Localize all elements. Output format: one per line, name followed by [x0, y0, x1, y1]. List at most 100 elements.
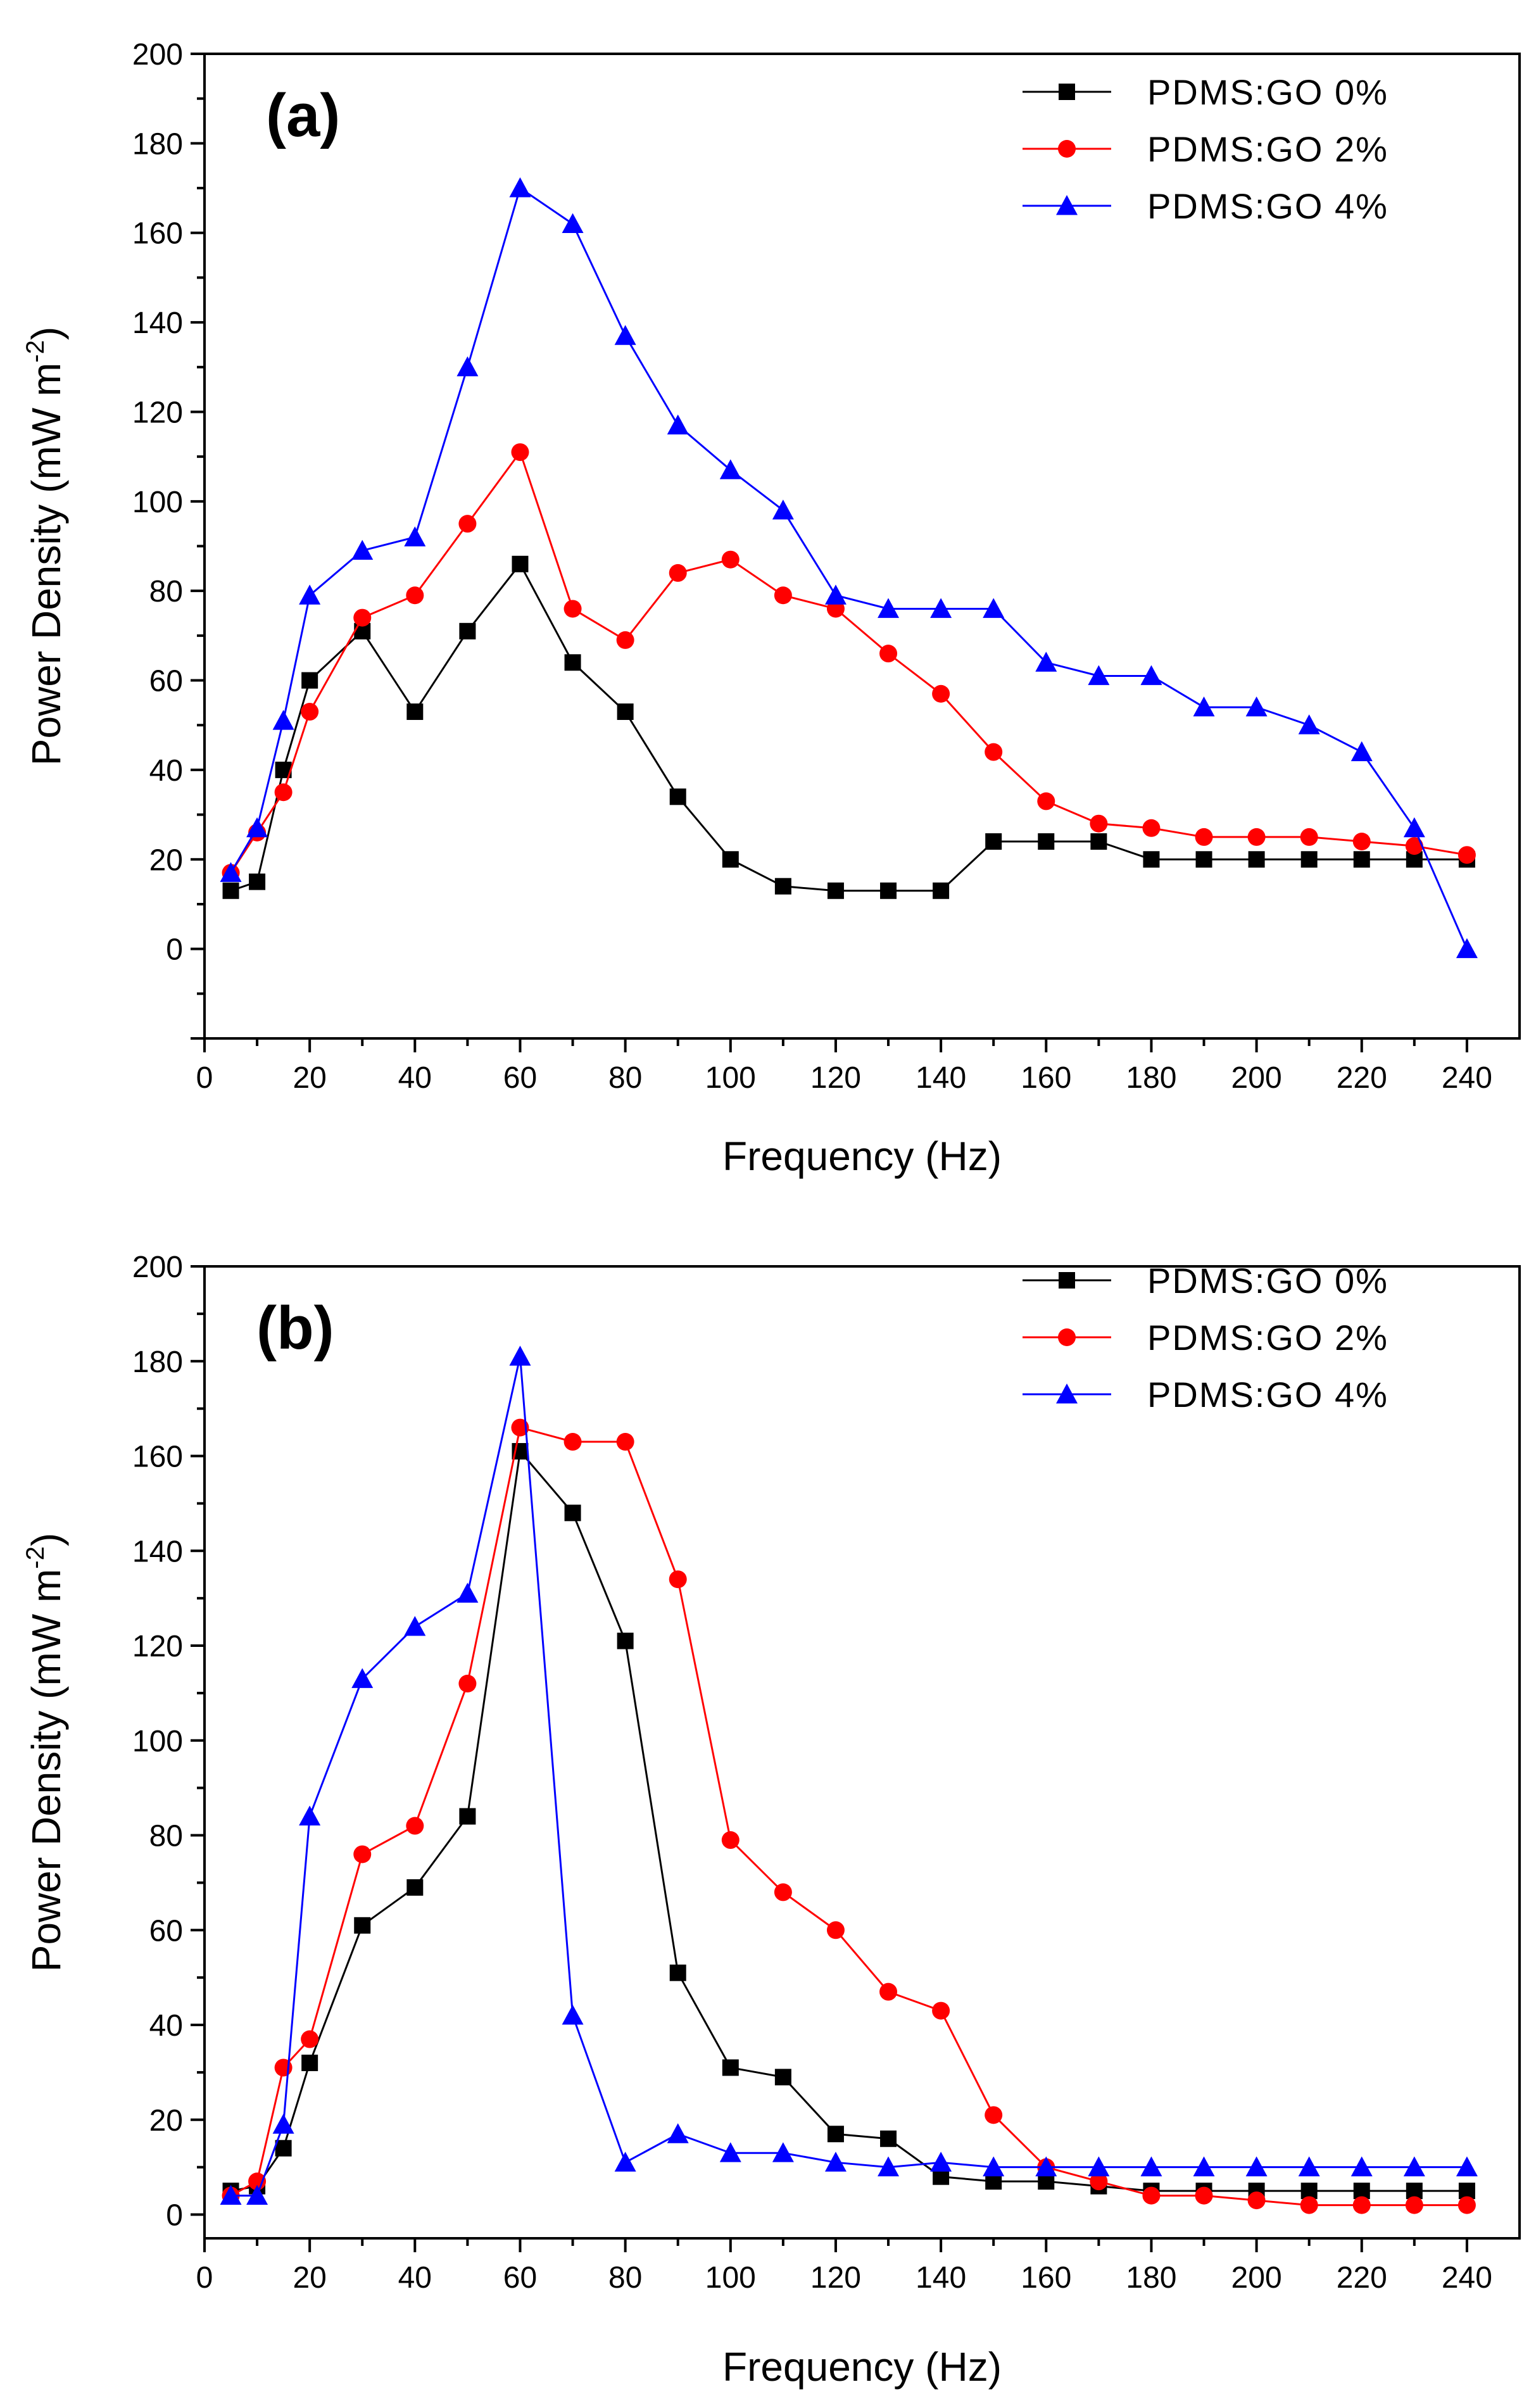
data-point [274, 783, 293, 802]
x-tick-label: 20 [293, 2261, 326, 2295]
data-point [722, 851, 739, 868]
data-point [1140, 665, 1162, 685]
data-point [1300, 828, 1318, 846]
y-tick-label: 60 [149, 1914, 183, 1948]
data-point [669, 564, 687, 582]
data-point [404, 526, 426, 546]
legend-label: PDMS:GO 0% [1147, 72, 1388, 112]
series-1 [222, 1418, 1476, 2214]
data-point [563, 600, 582, 618]
y-axis-title: Power Density (mW m-2) [22, 327, 69, 766]
y-tick-label: 100 [132, 1725, 183, 1758]
data-point [985, 2106, 1003, 2124]
data-point [667, 414, 689, 435]
series-0 [222, 555, 1475, 899]
data-point [1090, 833, 1107, 850]
series-2 [220, 177, 1478, 959]
data-point [509, 1346, 531, 1366]
data-point [351, 539, 374, 560]
data-point [249, 873, 266, 890]
series-line [230, 1449, 1467, 2192]
data-point [301, 703, 319, 721]
data-point [1247, 828, 1266, 846]
data-point [983, 598, 1005, 618]
data-point [983, 2156, 1005, 2177]
series-line [230, 450, 1468, 874]
legend-label: PDMS:GO 2% [1147, 1318, 1388, 1358]
data-point [1090, 814, 1108, 833]
x-tick-label: 220 [1337, 1061, 1387, 1095]
y-axis-title-sup: -2 [22, 340, 49, 363]
data-point [404, 1616, 426, 1636]
x-tick-label: 120 [810, 1061, 861, 1095]
legend-marker [1058, 140, 1076, 158]
data-point [564, 654, 581, 671]
data-point [985, 833, 1002, 850]
data-point [932, 2001, 950, 2020]
data-point [617, 1632, 634, 1649]
x-tick-label: 200 [1231, 1061, 1282, 1095]
data-point [669, 788, 686, 805]
data-point [933, 882, 950, 899]
x-tick-label: 240 [1442, 1061, 1492, 1095]
x-tick-label: 40 [398, 1061, 432, 1095]
data-point [985, 743, 1003, 761]
data-point [1403, 817, 1425, 838]
x-tick-label: 140 [916, 2261, 966, 2295]
data-point [878, 598, 900, 618]
plot-frame [203, 1265, 1521, 2240]
data-point [406, 1817, 424, 1835]
data-point [772, 2142, 794, 2162]
data-point [1352, 833, 1371, 850]
x-tick-label: 40 [398, 2261, 432, 2295]
y-tick-label: 200 [132, 1251, 183, 1284]
x-tick-label: 100 [705, 1061, 756, 1095]
data-point [1352, 2196, 1371, 2214]
legend-label: PDMS:GO 4% [1147, 186, 1388, 226]
y-tick-label: 0 [166, 2199, 183, 2233]
data-point [562, 2005, 584, 2025]
panel-label: (b) [256, 1294, 334, 1362]
data-point [301, 2054, 318, 2071]
data-point [1247, 2191, 1266, 2210]
data-point [824, 2152, 847, 2172]
data-point [456, 356, 479, 377]
y-axis-title-sup: -2 [22, 1546, 49, 1569]
data-point [617, 703, 634, 721]
data-point [564, 1504, 581, 1522]
x-tick-label: 180 [1126, 1061, 1176, 1095]
data-point [1350, 2156, 1373, 2177]
data-point [1298, 714, 1320, 734]
x-tick-label: 60 [503, 1061, 537, 1095]
y-tick-label: 20 [149, 2104, 183, 2138]
y-tick-label: 80 [149, 1820, 183, 1853]
x-tick-label: 20 [293, 1061, 326, 1095]
data-point [459, 1808, 476, 1825]
legend: PDMS:GO 0% PDMS:GO 2% PDMS:GO 4% [1023, 72, 1388, 226]
x-tick-label: 180 [1126, 2261, 1176, 2295]
data-point [272, 710, 294, 730]
data-point [1457, 846, 1476, 864]
data-point [772, 499, 794, 520]
y-tick-label: 120 [132, 396, 183, 429]
data-point [222, 882, 239, 899]
data-point [353, 1845, 372, 1863]
y-tick-label: 20 [149, 843, 183, 877]
y-tick-label: 120 [132, 1630, 183, 1663]
data-point [1298, 2156, 1320, 2177]
y-tick-label: 180 [132, 1346, 183, 1379]
data-point [1456, 2156, 1478, 2177]
data-point [669, 1964, 686, 1981]
data-point [667, 2123, 689, 2143]
data-point [509, 177, 531, 198]
data-point [719, 2142, 741, 2162]
chart-panel-b: 0 20 40 60 80 100 120 140 160 180 200 220 240 0 20 40 60… [22, 1251, 1521, 2390]
data-point [1300, 851, 1318, 868]
x-tick-label: 80 [608, 2261, 642, 2295]
data-point [1088, 665, 1110, 685]
legend-marker [1059, 84, 1075, 100]
y-tick-label: 160 [132, 1440, 183, 1474]
x-tick-label: 200 [1231, 2261, 1282, 2295]
data-point [1403, 2156, 1425, 2177]
